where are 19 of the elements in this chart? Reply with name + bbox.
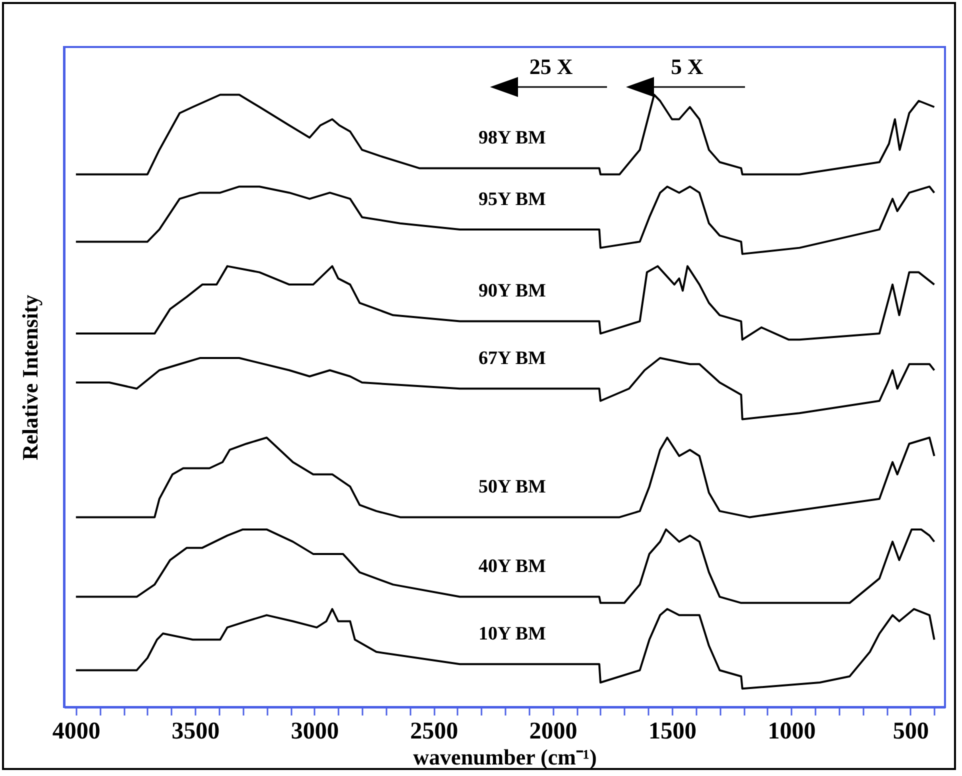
x-tick-label: 1000 (768, 718, 816, 744)
series-label: 98Y BM (478, 128, 546, 149)
x-tick-label: 2000 (529, 718, 578, 744)
x-tick-label: 3000 (290, 718, 339, 744)
x-tick-label: 3500 (172, 718, 220, 744)
series-label: 40Y BM (478, 556, 546, 578)
y-axis-title: Relative Intensity (18, 294, 42, 460)
x-tick-label: 1500 (648, 718, 696, 744)
series-label: 95Y BM (478, 188, 546, 210)
x-tick-label: 4000 (52, 718, 100, 744)
x-tick-label: 2500 (410, 718, 458, 744)
series-label: 90Y BM (478, 280, 546, 302)
text: 25 X (529, 54, 573, 79)
x-tick-label: 500 (892, 718, 929, 744)
series-label: 67Y BM (478, 348, 546, 370)
series-label: 50Y BM (478, 476, 546, 498)
text: 5 X (670, 54, 704, 79)
x-axis-title: wavenumber (cm⁻¹) (413, 744, 597, 770)
series-label: 10Y BM (478, 624, 546, 645)
